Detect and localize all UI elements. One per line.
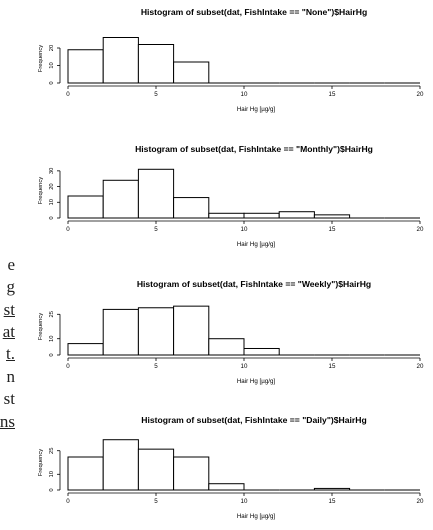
histogram-bar [208,338,245,356]
x-axis-label: Hair Hg [µg/g] [237,106,276,113]
chart-title: Histogram of subset(dat, FishIntake == "… [141,7,367,17]
margin-text-fragment: ns [0,412,15,431]
x-tick-label: 15 [329,91,336,98]
x-tick-label: 20 [417,363,424,370]
margin-text-fragment: e [7,255,15,274]
x-tick-label: 20 [417,91,424,98]
x-tick-label: 0 [66,91,70,98]
histogram-bar [173,305,210,356]
x-tick-label: 15 [329,498,336,505]
margin-text-fragment: at [2,322,15,341]
y-tick-label: 30 [49,168,55,174]
x-tick-label: 0 [66,363,70,370]
x-tick-label: 20 [417,498,424,505]
histogram-bar [102,439,139,491]
y-axis-label: Frequency [38,177,44,204]
y-axis-label: Frequency [38,45,44,72]
histogram-bar [137,307,175,356]
x-axis-label: Hair Hg [µg/g] [237,378,276,385]
x-tick-label: 0 [66,498,70,505]
histogram-bar [208,483,245,491]
x-tick-label: 10 [241,226,248,233]
x-tick-label: 10 [241,91,248,98]
histogram-bar [67,343,104,356]
x-tick-label: 10 [241,498,248,505]
x-tick-label: 10 [241,363,248,370]
histogram-bar [67,49,104,84]
y-tick-label: 0 [49,81,55,84]
y-tick-label: 0 [49,353,55,356]
x-tick-label: 5 [154,363,158,370]
y-tick-label: 20 [49,183,55,189]
x-tick-label: 15 [329,226,336,233]
histogram-bar [208,212,245,219]
histogram-bar [67,195,104,219]
y-tick-label: 10 [49,335,55,341]
histogram-bar [243,347,280,356]
histogram-bar [173,456,210,491]
x-tick-label: 5 [154,226,158,233]
y-tick-label: 25 [49,311,55,317]
left-margin-text: e g st at t. n st ns [0,0,16,530]
histogram-bar [102,308,139,356]
x-tick-label: 0 [66,226,70,233]
histogram-bar [243,212,280,219]
x-axis-label: Hair Hg [µg/g] [237,241,276,248]
y-tick-label: 20 [49,45,55,51]
y-tick-label: 10 [49,471,55,477]
histogram-bar [313,214,351,219]
margin-text-fragment: t. [6,344,15,363]
x-tick-label: 15 [329,363,336,370]
y-tick-label: 25 [49,447,55,453]
margin-text-fragment: g [6,277,16,296]
histogram-bar [102,179,139,219]
y-axis-label: Frequency [38,449,44,476]
x-tick-label: 5 [154,498,158,505]
x-axis-label: Hair Hg [µg/g] [237,513,276,520]
y-tick-label: 10 [49,62,55,68]
x-tick-label: 20 [417,226,424,233]
histogram-bar [67,456,104,491]
histogram-bar [313,487,351,491]
histogram-bar [137,44,175,84]
histogram-bar [137,448,175,491]
y-tick-label: 0 [49,216,55,219]
histogram-bar [102,37,139,84]
histogram-bar [173,61,210,84]
histogram-bar [278,211,315,219]
chart-title: Histogram of subset(dat, FishIntake == "… [141,415,366,425]
chart-title: Histogram of subset(dat, FishIntake == "… [135,144,373,154]
histogram-bar [173,197,210,219]
y-tick-label: 10 [49,199,55,205]
chart-title: Histogram of subset(dat, FishIntake == "… [137,279,371,289]
y-tick-label: 0 [49,488,55,491]
y-axis-label: Frequency [38,313,44,340]
margin-text-fragment: st [3,300,15,319]
histogram-bar [137,168,175,219]
x-tick-label: 5 [154,91,158,98]
margin-text-fragment: n [6,367,16,386]
margin-text-fragment: st [3,389,15,408]
